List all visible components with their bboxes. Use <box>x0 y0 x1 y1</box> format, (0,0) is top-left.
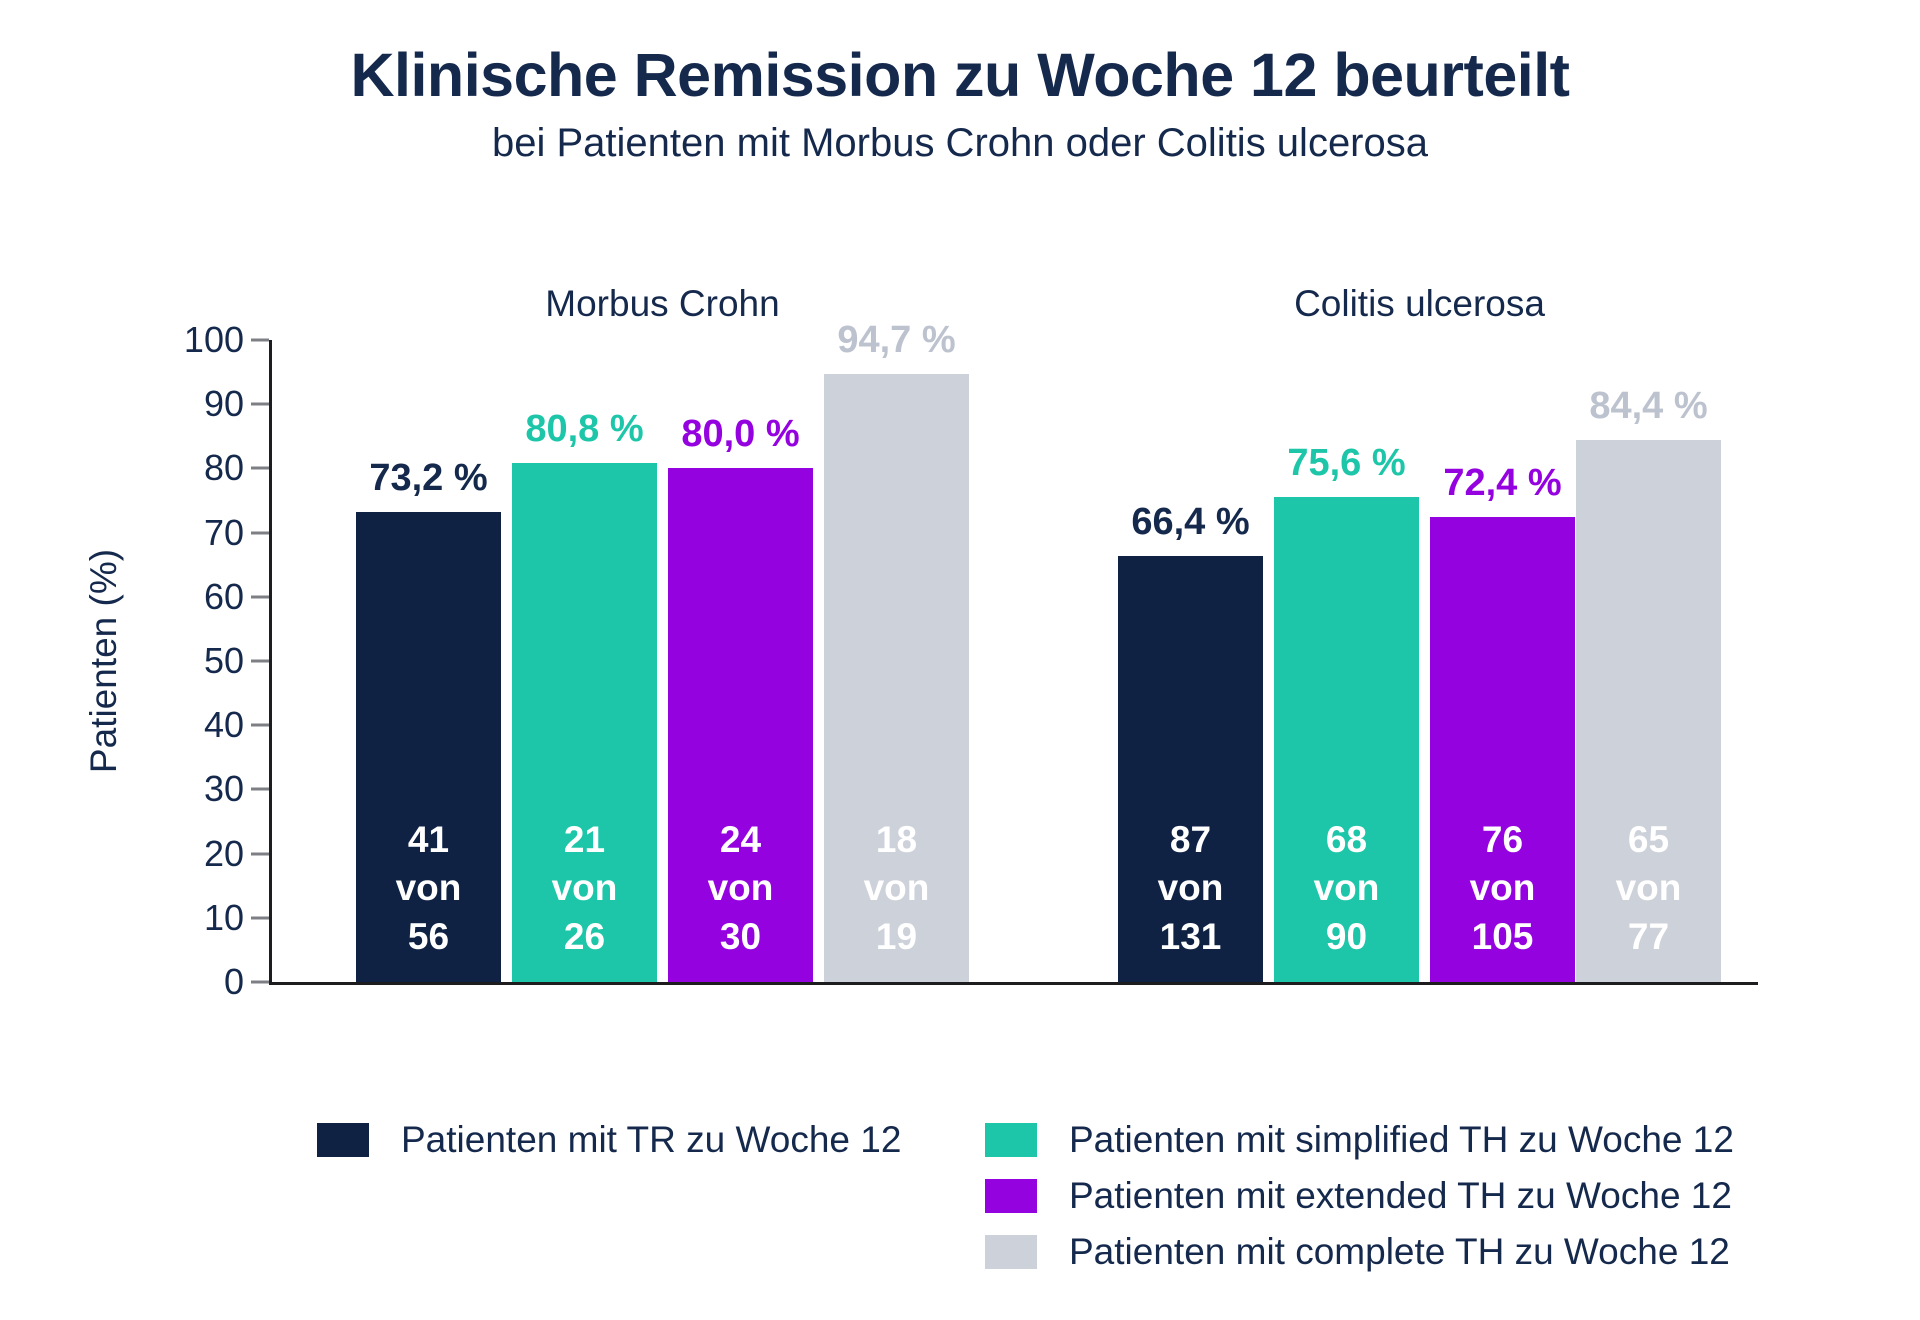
group-title-colitis-ulcerosa: Colitis ulcerosa <box>1294 283 1545 324</box>
legend-item-simplified-th: Patienten mit simplified TH zu Woche 12 <box>985 1119 1734 1160</box>
group-title-morbus-crohn: Morbus Crohn <box>545 283 780 324</box>
bar-mc-complete-th: 94,7 % 18 von 19 <box>824 319 969 982</box>
y-tick-label: 0 <box>223 961 244 1002</box>
bar-count-label: 24 von 30 <box>668 816 813 962</box>
bar-count-label: 68 von 90 <box>1274 816 1419 962</box>
legend-column-right: Patienten mit simplified TH zu Woche 12 … <box>985 1119 1734 1290</box>
y-tick-mark <box>251 595 269 599</box>
bar-percent-label: 94,7 % <box>837 319 956 361</box>
y-tick-label: 100 <box>183 319 244 360</box>
chart-title: Klinische Remission zu Woche 12 beurteil… <box>350 41 1570 109</box>
bar-count-label: 41 von 56 <box>356 816 501 962</box>
legend-item-complete-th: Patienten mit complete TH zu Woche 12 <box>985 1231 1734 1272</box>
count-von-word: von <box>1615 867 1682 909</box>
y-tick-label: 30 <box>203 768 244 810</box>
bar-percent-label: 75,6 % <box>1287 441 1406 484</box>
count-numerator: 65 <box>1627 818 1670 860</box>
count-denominator: 56 <box>407 916 450 958</box>
legend-label: Patienten mit complete TH zu Woche 12 <box>1069 1231 1730 1272</box>
bar-count-label: 87 von 131 <box>1118 816 1263 962</box>
legend-column-left: Patienten mit TR zu Woche 12 <box>317 1119 985 1290</box>
y-tick-mark <box>251 980 269 984</box>
count-numerator: 24 <box>719 818 762 860</box>
y-tick-mark <box>251 916 269 920</box>
count-denominator: 19 <box>875 916 918 958</box>
legend-item-tr: Patienten mit TR zu Woche 12 <box>317 1119 985 1160</box>
y-tick-mark <box>251 466 269 470</box>
legend-item-extended-th: Patienten mit extended TH zu Woche 12 <box>985 1175 1734 1216</box>
count-denominator: 30 <box>719 916 762 958</box>
count-numerator: 76 <box>1481 818 1524 860</box>
bar-cu-tr: 66,4 % 87 von 131 <box>1118 501 1263 982</box>
bar-percent-label: 72,4 % <box>1443 462 1562 505</box>
legend-label: Patienten mit simplified TH zu Woche 12 <box>1069 1119 1734 1160</box>
plot-area: Patienten (%) 0 10 20 30 40 50 60 70 80 90 100 Mor… <box>83 283 1758 1002</box>
y-tick-mark <box>251 723 269 727</box>
legend-swatch-gray <box>985 1235 1037 1269</box>
bar-count-label: 18 von 19 <box>824 816 969 962</box>
count-von-word: von <box>1157 867 1224 909</box>
count-numerator: 87 <box>1169 818 1212 860</box>
bar-percent-label: 84,4 % <box>1589 385 1708 428</box>
legend-swatch-purple <box>985 1179 1037 1213</box>
count-denominator: 105 <box>1471 916 1534 958</box>
chart-subtitle: bei Patienten mit Morbus Crohn oder Coli… <box>492 121 1428 166</box>
y-tick-label: 10 <box>203 896 244 938</box>
count-denominator: 26 <box>563 916 606 958</box>
y-tick-label: 50 <box>203 640 244 681</box>
bar-percent-label: 73,2 % <box>369 457 488 500</box>
legend-label: Patienten mit TR zu Woche 12 <box>401 1119 902 1160</box>
y-tick-mark <box>251 852 269 856</box>
y-tick-mark <box>251 402 269 406</box>
bar-cu-extended-th: 72,4 % 76 von 105 <box>1430 462 1575 982</box>
y-tick-mark <box>251 531 269 535</box>
bar-mc-tr: 73,2 % 41 von 56 <box>356 457 501 982</box>
y-tick-label: 40 <box>203 704 244 746</box>
count-von-word: von <box>1313 867 1380 909</box>
y-tick-label: 60 <box>203 575 244 617</box>
legend: Patienten mit TR zu Woche 12 Patienten m… <box>317 1119 1734 1290</box>
y-tick-label: 80 <box>203 447 244 489</box>
count-numerator: 41 <box>407 818 450 860</box>
bar-mc-extended-th: 80,0 % 24 von 30 <box>668 413 813 982</box>
bar-percent-label: 80,0 % <box>681 413 800 456</box>
bar-count-label: 76 von 105 <box>1430 816 1575 962</box>
count-numerator: 68 <box>1325 818 1368 860</box>
count-numerator: 18 <box>875 818 918 860</box>
count-von-word: von <box>1469 867 1536 909</box>
count-denominator: 90 <box>1325 916 1368 958</box>
legend-label: Patienten mit extended TH zu Woche 12 <box>1069 1175 1732 1216</box>
bar-count-label: 65 von 77 <box>1576 816 1721 962</box>
legend-swatch-teal <box>985 1123 1037 1157</box>
legend-swatch-navy <box>317 1123 369 1157</box>
y-tick-label: 90 <box>203 383 244 425</box>
count-von-word: von <box>863 867 930 909</box>
bar-count-label: 21 von 26 <box>512 816 657 962</box>
y-tick-label: 20 <box>203 832 244 874</box>
count-denominator: 77 <box>1627 916 1670 958</box>
bar-cu-complete-th: 84,4 % 65 von 77 <box>1576 385 1721 982</box>
chart-header: Klinische Remission zu Woche 12 beurteil… <box>0 41 1920 167</box>
y-tick-label: 70 <box>203 511 244 553</box>
bar-mc-simplified-th: 80,8 % 21 von 26 <box>512 408 657 982</box>
bar-cu-simplified-th: 75,6 % 68 von 90 <box>1274 442 1419 982</box>
count-von-word: von <box>707 867 774 909</box>
count-numerator: 21 <box>563 818 606 860</box>
y-tick-mark <box>251 787 269 791</box>
y-tick-mark <box>251 338 269 342</box>
y-tick-mark <box>251 659 269 663</box>
bar-percent-label: 66,4 % <box>1131 500 1250 543</box>
count-von-word: von <box>395 867 462 909</box>
count-von-word: von <box>551 867 618 909</box>
count-denominator: 131 <box>1159 916 1222 958</box>
bar-percent-label: 80,8 % <box>525 408 644 451</box>
